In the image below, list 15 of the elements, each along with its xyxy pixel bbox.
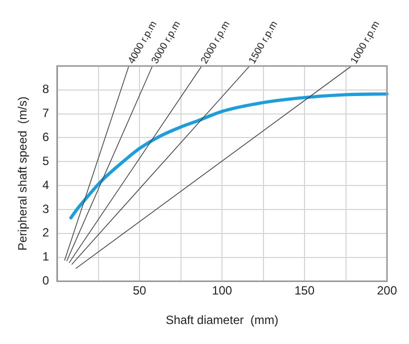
- y-tick-label: 8: [42, 82, 50, 96]
- y-tick-label: 7: [42, 106, 50, 120]
- x-tick-label: 200: [376, 284, 398, 298]
- x-axis-title: Shaft diameter (mm): [166, 313, 278, 328]
- y-tick-label: 3: [42, 202, 50, 216]
- x-tick-label: 100: [212, 284, 232, 298]
- y-tick-label: 0: [42, 274, 50, 288]
- y-tick-label: 2: [42, 226, 50, 240]
- x-tick-label: 50: [132, 284, 147, 298]
- y-tick-label: 6: [42, 130, 50, 144]
- y-tick-label: 1: [42, 250, 50, 264]
- x-tick-label: 150: [294, 284, 315, 298]
- y-tick-label: 4: [42, 178, 50, 192]
- y-tick-label: 5: [42, 154, 50, 168]
- y-axis-title: Peripheral shaft speed (m/s): [16, 96, 30, 251]
